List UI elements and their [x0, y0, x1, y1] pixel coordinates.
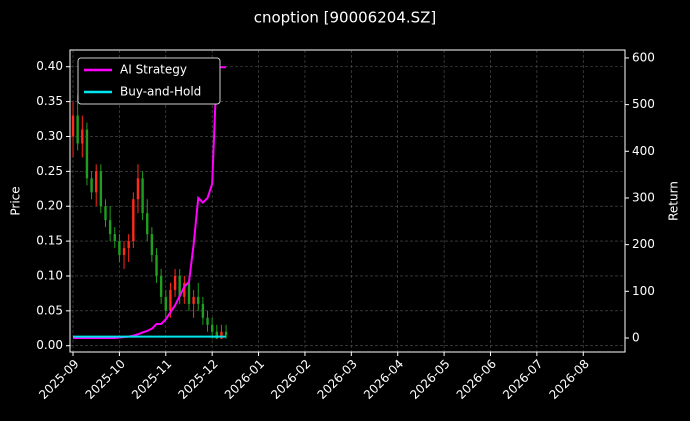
- candle-body: [197, 296, 200, 304]
- candle-body: [108, 220, 112, 235]
- candle-body: [132, 199, 135, 242]
- candle-body: [95, 171, 98, 193]
- y-tick-label: 0.30: [36, 129, 63, 143]
- candle-body: [113, 234, 116, 242]
- candle-body: [201, 303, 205, 318]
- y-tick-label: 0.40: [36, 59, 63, 73]
- legend-label: Buy-and-Hold: [120, 85, 201, 99]
- x-tick-label: 2026-08: [546, 357, 591, 402]
- x-tick-label: 2026-07: [500, 357, 545, 402]
- candle-body: [215, 331, 219, 339]
- y2-tick-label: 0: [632, 330, 640, 344]
- y-tick-label: 0.10: [36, 268, 63, 282]
- x-tick-label: 2026-05: [407, 357, 452, 402]
- x-tick-label: 2026-02: [268, 357, 313, 402]
- candle-body: [224, 331, 228, 336]
- candle-body: [169, 289, 172, 311]
- candle-body: [183, 282, 186, 297]
- candle-body: [104, 206, 107, 221]
- candle-body: [99, 171, 103, 207]
- legend-label: AI Strategy: [120, 63, 187, 77]
- candle-body: [141, 178, 144, 214]
- y2-tick-label: 500: [632, 97, 655, 111]
- candle-body: [178, 275, 181, 297]
- plot-frame: [69, 49, 626, 353]
- series-line: [73, 66, 227, 339]
- candle-body: [71, 115, 75, 137]
- x-tick-label: 2026-06: [454, 357, 499, 402]
- y-tick-label: 0.00: [36, 338, 63, 352]
- candle-body: [146, 213, 149, 235]
- y2-tick-label: 400: [632, 144, 655, 158]
- x-tick-label: 2026-04: [361, 357, 406, 402]
- y2-tick-label: 100: [632, 284, 655, 298]
- y-axis-label: Price: [9, 186, 23, 215]
- candle-body: [85, 129, 89, 179]
- x-tick-label: 2026-03: [315, 357, 360, 402]
- y-tick-label: 0.15: [36, 234, 63, 248]
- candle-body: [210, 324, 214, 332]
- candle-body: [90, 178, 93, 193]
- candle-body: [127, 241, 130, 249]
- candle-body: [136, 178, 140, 200]
- candle-body: [220, 331, 223, 339]
- y2-tick-label: 600: [632, 50, 655, 64]
- x-tick-label: 2025-12: [175, 357, 220, 402]
- candle-body: [76, 115, 79, 144]
- x-tick-label: 2025-10: [83, 357, 128, 402]
- candle-body: [122, 248, 126, 256]
- y-tick-label: 0.20: [36, 199, 63, 213]
- candle-body: [118, 241, 121, 256]
- chart-title: cnoption [90006204.SZ]: [254, 9, 437, 27]
- candle-body: [159, 275, 163, 297]
- x-tick-label: 2026-01: [222, 357, 267, 402]
- candle-body: [192, 296, 195, 304]
- y2-axis-label: Return: [667, 181, 681, 221]
- candle-body: [155, 255, 158, 276]
- y2-tick-label: 200: [632, 237, 655, 251]
- candle-body: [206, 317, 209, 325]
- candle-body: [81, 129, 84, 144]
- x-tick-label: 2025-09: [36, 357, 81, 402]
- x-tick-label: 2025-11: [129, 357, 174, 402]
- y2-tick-label: 300: [632, 190, 655, 204]
- candle-body: [164, 296, 167, 311]
- candle-body: [173, 275, 177, 290]
- y-tick-label: 0.25: [36, 164, 63, 178]
- y-tick-label: 0.35: [36, 94, 63, 108]
- candle-body: [150, 234, 154, 256]
- legend-box: [77, 57, 221, 105]
- y-tick-label: 0.05: [36, 303, 63, 317]
- candle-body: [187, 282, 191, 304]
